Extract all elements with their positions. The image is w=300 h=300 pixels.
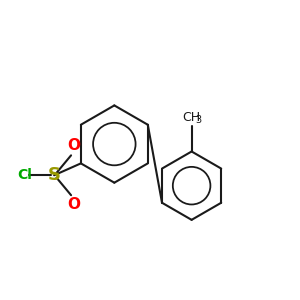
Text: O: O [67,138,80,153]
Text: Cl: Cl [17,168,32,182]
Text: S: S [48,166,61,184]
Text: CH: CH [182,111,200,124]
Text: O: O [67,197,80,212]
Text: 3: 3 [196,115,202,125]
